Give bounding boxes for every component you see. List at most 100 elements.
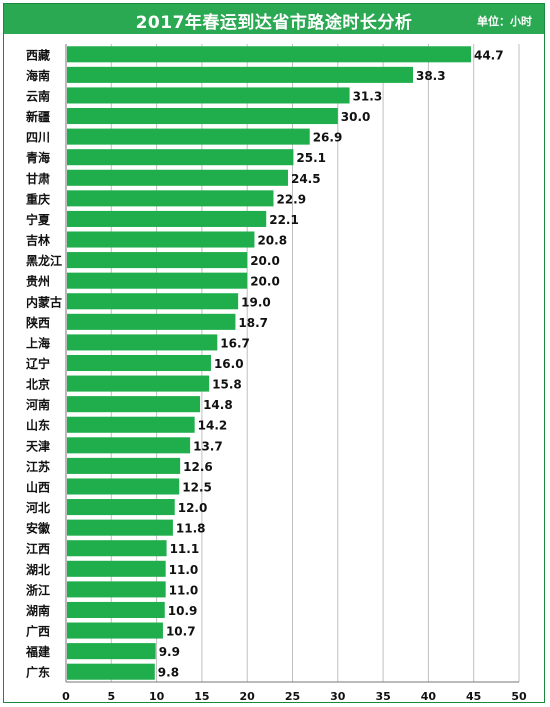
bar <box>67 416 195 433</box>
value-label: 20.0 <box>250 275 280 289</box>
bar <box>67 293 239 310</box>
value-label: 18.7 <box>238 316 268 330</box>
category-label: 宁夏 <box>26 212 51 227</box>
chart-title: 2017年春运到达省市路途时长分析 <box>135 13 413 33</box>
value-label: 12.5 <box>182 480 212 494</box>
x-tick-label: 0 <box>62 690 70 703</box>
bar <box>67 478 180 495</box>
category-label: 湖南 <box>26 603 50 618</box>
bar <box>67 540 167 557</box>
bar <box>67 272 248 289</box>
bar <box>67 252 248 269</box>
value-label: 20.8 <box>257 234 287 248</box>
category-label: 河北 <box>25 500 50 515</box>
value-label: 11.0 <box>169 583 199 597</box>
x-tick-label: 35 <box>375 690 390 703</box>
x-tick-label: 40 <box>421 690 437 703</box>
bar <box>67 437 191 454</box>
category-label: 江苏 <box>26 459 50 474</box>
bar <box>67 66 413 83</box>
value-label: 14.8 <box>203 398 233 412</box>
category-label: 浙江 <box>26 582 50 597</box>
bar <box>67 519 173 536</box>
category-label: 海南 <box>26 68 50 83</box>
category-label: 甘肃 <box>26 171 50 186</box>
bar <box>67 210 267 227</box>
x-tick-label: 45 <box>466 690 481 703</box>
bar <box>67 46 471 63</box>
bar <box>67 354 211 372</box>
value-label: 14.2 <box>198 419 228 433</box>
bar <box>67 231 255 248</box>
x-tick-label: 5 <box>107 690 115 703</box>
x-tick-label: 30 <box>330 690 346 703</box>
category-label: 云南 <box>26 88 50 103</box>
category-label: 广东 <box>26 665 50 680</box>
bar <box>67 334 218 351</box>
value-label: 19.0 <box>241 295 271 309</box>
value-label: 25.1 <box>296 151 326 165</box>
x-tick-label: 20 <box>240 690 256 703</box>
value-label: 44.7 <box>474 48 504 62</box>
bar <box>67 108 338 125</box>
category-label: 山东 <box>26 418 50 433</box>
category-label: 天津 <box>26 438 50 453</box>
bar <box>67 169 288 186</box>
title-bar: 2017年春运到达省市路途时长分析 单位：小时 <box>4 4 544 34</box>
value-label: 11.1 <box>170 542 200 556</box>
value-label: 13.7 <box>193 439 223 453</box>
category-label: 江西 <box>26 541 50 556</box>
x-tick-label: 15 <box>194 690 209 703</box>
value-label: 38.3 <box>416 69 446 83</box>
value-label: 22.1 <box>269 213 299 227</box>
value-label: 22.9 <box>276 192 306 206</box>
x-tick-label: 25 <box>285 690 300 703</box>
bar <box>67 313 236 330</box>
category-label: 四川 <box>26 131 50 145</box>
category-label: 黑龙江 <box>26 253 62 268</box>
x-tick-label: 10 <box>149 690 165 703</box>
bar <box>67 560 166 577</box>
bar <box>67 457 181 474</box>
value-label: 12.6 <box>183 460 213 474</box>
category-label: 西藏 <box>26 47 50 62</box>
value-label: 24.5 <box>291 172 321 186</box>
bar <box>67 190 274 207</box>
value-label: 10.7 <box>166 625 196 639</box>
category-label: 辽宁 <box>26 356 50 371</box>
bar <box>67 375 210 392</box>
category-label: 青海 <box>26 150 50 165</box>
bar <box>67 128 310 145</box>
unit-label: 单位：小时 <box>477 15 532 28</box>
value-label: 11.0 <box>169 563 199 577</box>
value-label: 9.8 <box>158 666 179 680</box>
category-label: 贵州 <box>26 274 50 289</box>
category-label: 吉林 <box>26 233 50 248</box>
value-label: 9.9 <box>159 645 180 659</box>
value-label: 16.7 <box>220 336 250 350</box>
category-label: 陕西 <box>26 315 50 330</box>
bar <box>67 149 294 166</box>
category-label: 河南 <box>25 397 50 412</box>
bar <box>67 622 163 639</box>
category-label: 山西 <box>26 479 50 494</box>
bar <box>67 87 350 104</box>
category-label: 福建 <box>25 644 51 659</box>
category-label: 安徽 <box>26 521 51 536</box>
category-label: 新疆 <box>26 109 50 124</box>
value-label: 15.8 <box>212 378 242 392</box>
value-label: 26.9 <box>313 131 343 145</box>
bar <box>67 643 156 660</box>
value-label: 12.0 <box>178 501 208 515</box>
bar <box>67 663 155 680</box>
value-label: 10.9 <box>168 604 198 618</box>
bar <box>67 581 166 598</box>
category-label: 北京 <box>26 377 50 392</box>
category-label: 湖北 <box>26 562 50 577</box>
category-label: 上海 <box>26 335 50 350</box>
value-label: 30.0 <box>341 110 371 124</box>
value-label: 20.0 <box>250 254 280 268</box>
bar <box>67 499 175 516</box>
category-label: 广西 <box>26 624 50 639</box>
